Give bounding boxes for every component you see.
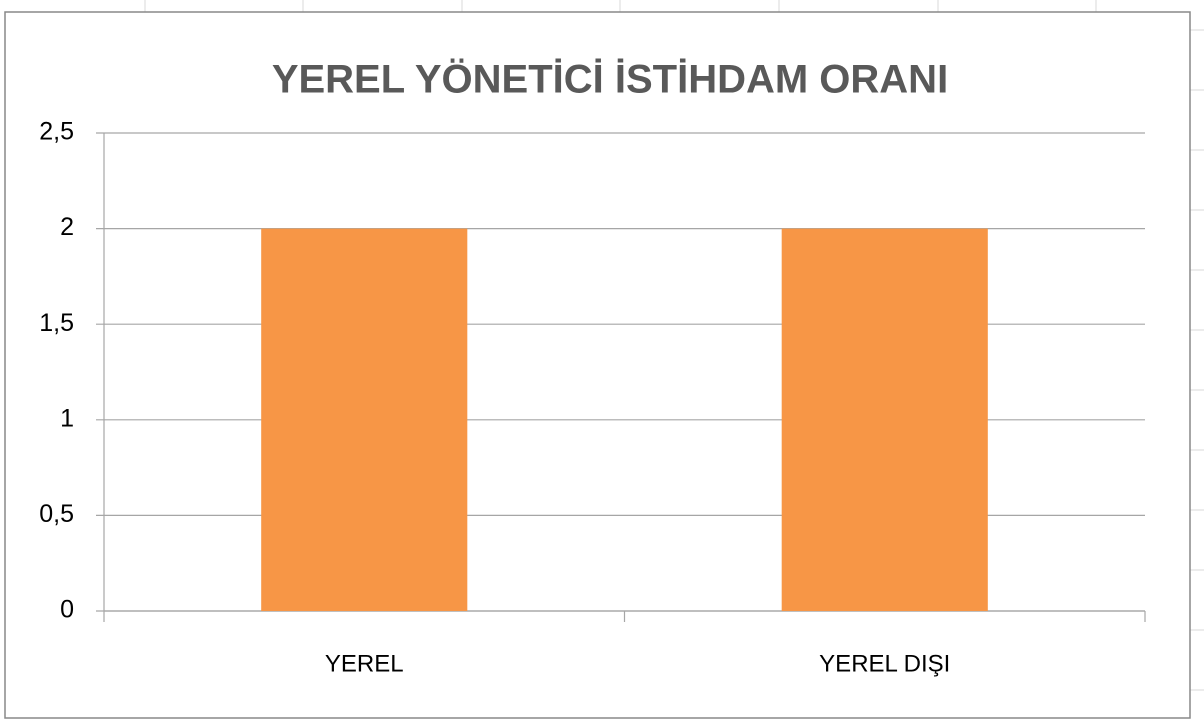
y-tick-label: 1 — [60, 404, 74, 432]
y-tick-label: 0 — [60, 596, 74, 624]
x-tick-label: YEREL DIŞI — [819, 650, 950, 677]
spreadsheet-grid — [144, 0, 1204, 691]
y-tick-label: 0,5 — [39, 500, 74, 528]
chart-frame — [4, 11, 1191, 719]
y-tick-label: 2 — [60, 213, 74, 241]
chart-title: YEREL YÖNETİCİ İSTİHDAM ORANI — [272, 57, 948, 102]
y-tick-label: 2,5 — [39, 118, 74, 146]
x-tick-label: YEREL — [325, 650, 404, 677]
bar — [781, 228, 988, 611]
bar — [261, 228, 468, 611]
y-tick-label: 1,5 — [39, 309, 74, 337]
